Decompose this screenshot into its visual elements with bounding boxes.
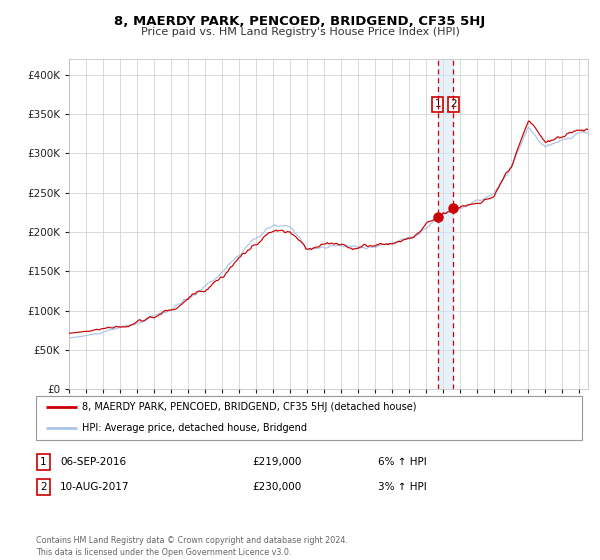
Text: 2: 2 [450, 100, 457, 109]
Text: 10-AUG-2017: 10-AUG-2017 [60, 482, 130, 492]
Text: 1: 1 [434, 100, 441, 109]
Text: £230,000: £230,000 [252, 482, 301, 492]
Text: 1: 1 [40, 457, 47, 467]
Text: 3% ↑ HPI: 3% ↑ HPI [378, 482, 427, 492]
Text: 06-SEP-2016: 06-SEP-2016 [60, 457, 126, 467]
Text: Contains HM Land Registry data © Crown copyright and database right 2024.
This d: Contains HM Land Registry data © Crown c… [36, 536, 348, 557]
Text: 8, MAERDY PARK, PENCOED, BRIDGEND, CF35 5HJ: 8, MAERDY PARK, PENCOED, BRIDGEND, CF35 … [115, 15, 485, 27]
Text: 2: 2 [40, 482, 47, 492]
Text: 6% ↑ HPI: 6% ↑ HPI [378, 457, 427, 467]
Text: 8, MAERDY PARK, PENCOED, BRIDGEND, CF35 5HJ (detached house): 8, MAERDY PARK, PENCOED, BRIDGEND, CF35 … [82, 402, 417, 412]
Bar [438, 59, 453, 389]
FancyBboxPatch shape [37, 479, 50, 495]
FancyBboxPatch shape [37, 454, 50, 470]
FancyBboxPatch shape [36, 396, 582, 440]
Text: £219,000: £219,000 [252, 457, 301, 467]
Text: Price paid vs. HM Land Registry's House Price Index (HPI): Price paid vs. HM Land Registry's House … [140, 27, 460, 37]
Text: HPI: Average price, detached house, Bridgend: HPI: Average price, detached house, Brid… [82, 423, 307, 433]
